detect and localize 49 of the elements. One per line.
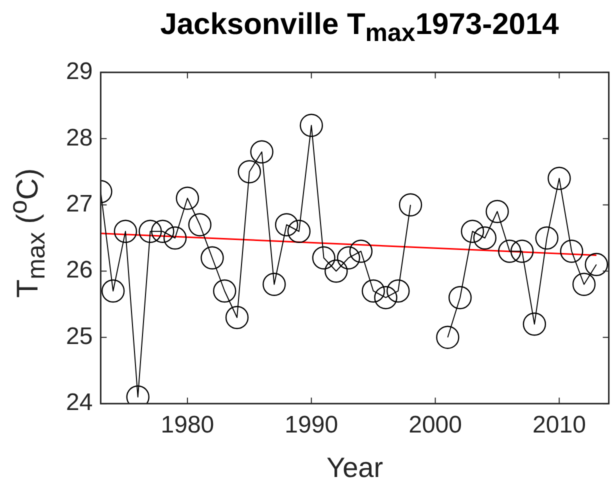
point	[163, 226, 187, 250]
point	[548, 166, 571, 190]
point	[473, 226, 496, 250]
y-tick-label: 27	[66, 190, 93, 218]
point	[312, 246, 336, 270]
y-tick-label: 29	[66, 58, 93, 86]
chart-title: Jacksonville T$_{max}$1973-2014	[159, 8, 560, 48]
x-axis-title: Year	[326, 452, 384, 483]
point	[138, 220, 162, 243]
point	[151, 220, 174, 243]
point	[510, 240, 534, 263]
point	[336, 246, 360, 270]
point	[560, 240, 584, 263]
point	[324, 260, 348, 283]
point	[349, 240, 373, 263]
point	[436, 326, 460, 349]
point	[374, 286, 398, 310]
point	[460, 220, 484, 243]
y-tick-label: 26	[66, 256, 93, 284]
point	[498, 240, 522, 263]
y-tick-label: 25	[66, 322, 93, 350]
x-tick-label: 2000	[408, 412, 462, 439]
point	[386, 279, 410, 303]
point	[535, 226, 558, 250]
point	[200, 246, 224, 270]
point	[274, 213, 298, 236]
point	[486, 200, 509, 224]
point	[362, 279, 385, 303]
point	[238, 160, 262, 184]
point	[176, 186, 200, 210]
point	[287, 220, 311, 243]
point	[572, 272, 596, 296]
point	[188, 213, 212, 236]
point	[262, 272, 286, 296]
x-tick-label: 1980	[160, 412, 214, 439]
point	[250, 140, 274, 164]
point	[448, 286, 472, 310]
point	[114, 220, 138, 243]
point	[584, 252, 608, 276]
x-tick-label: 1990	[284, 412, 338, 439]
point	[225, 306, 249, 330]
x-tick-label: 2010	[532, 412, 586, 439]
point	[213, 279, 236, 303]
y-tick-label: 28	[66, 124, 93, 152]
point	[398, 193, 422, 216]
point	[522, 312, 546, 336]
point	[101, 279, 125, 303]
y-tick-label: 24	[66, 389, 93, 416]
point	[300, 114, 323, 137]
